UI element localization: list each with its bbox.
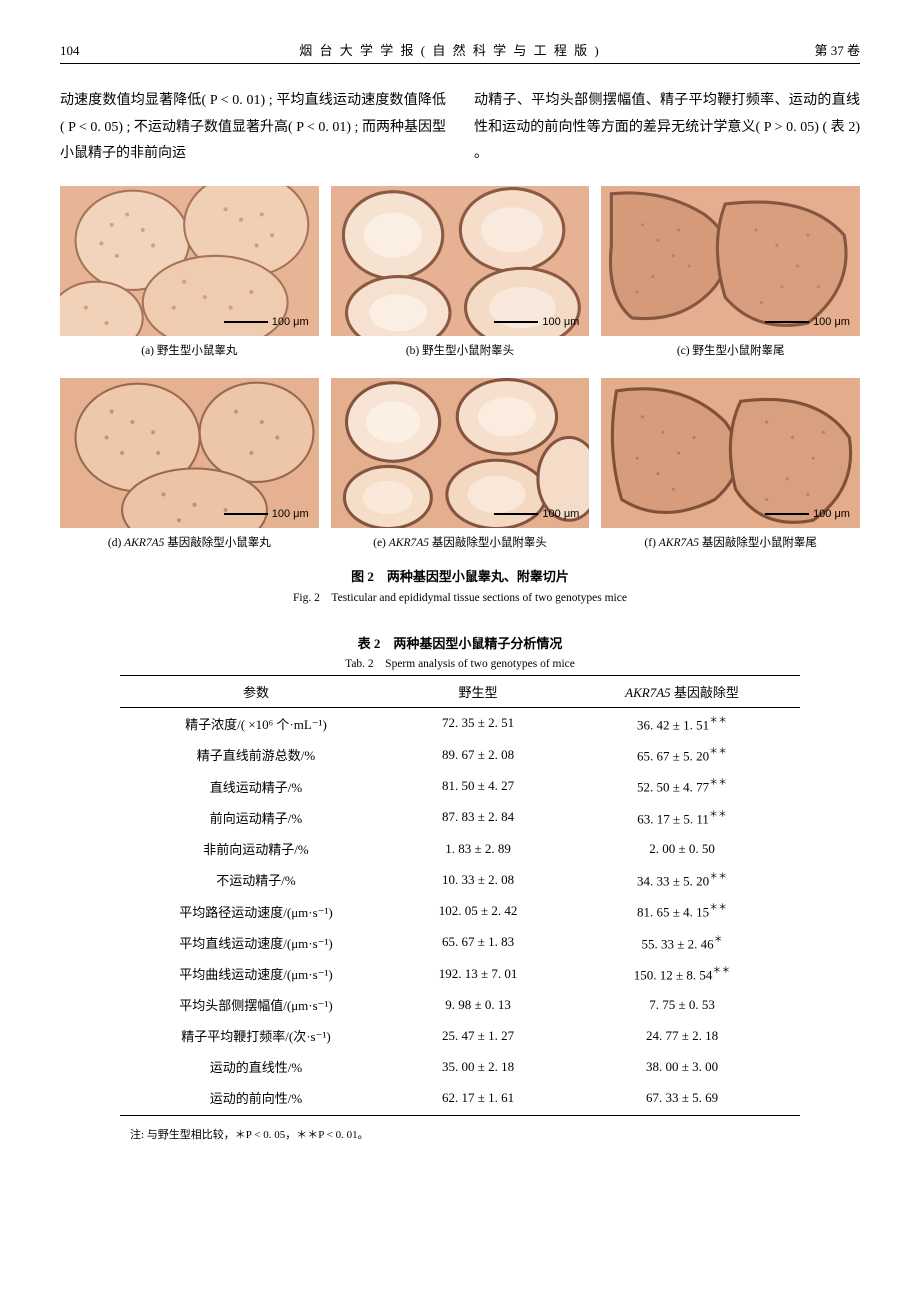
scalebar-b: 100 μm <box>494 316 579 328</box>
cell-ko: 55. 33 ± 2. 46＊ <box>564 927 800 958</box>
cell-param: 精子平均鞭打频率/(次·s⁻¹) <box>120 1020 392 1051</box>
cell-wt: 89. 67 ± 2. 08 <box>392 739 564 770</box>
table-row: 非前向运动精子/%1. 83 ± 2. 892. 00 ± 0. 50 <box>120 833 800 864</box>
cell-wt: 102. 05 ± 2. 42 <box>392 895 564 926</box>
cell-wt: 192. 13 ± 7. 01 <box>392 958 564 989</box>
subcaption-c: (c) 野生型小鼠附睾尾 <box>601 342 860 358</box>
figure-panel-a: 100 μm (a) 野生型小鼠睾丸 <box>60 186 319 366</box>
cell-ko: 38. 00 ± 3. 00 <box>564 1051 800 1082</box>
figure-panel-c: 100 μm (c) 野生型小鼠附睾尾 <box>601 186 860 366</box>
page-number: 104 <box>60 43 120 59</box>
cell-ko: 34. 33 ± 5. 20＊＊ <box>564 864 800 895</box>
figure-panel-d: 100 μm (d) AKR7A5 基因敲除型小鼠睾丸 <box>60 378 319 558</box>
col-wt: 野生型 <box>392 675 564 707</box>
cell-wt: 81. 50 ± 4. 27 <box>392 770 564 801</box>
histology-image-b: 100 μm <box>331 186 590 336</box>
cell-param: 平均曲线运动速度/(μm·s⁻¹) <box>120 958 392 989</box>
table-row: 平均头部侧摆幅值/(μm·s⁻¹)9. 98 ± 0. 137. 75 ± 0.… <box>120 989 800 1020</box>
subcaption-a: (a) 野生型小鼠睾丸 <box>60 342 319 358</box>
histology-image-d: 100 μm <box>60 378 319 528</box>
table-row: 不运动精子/%10. 33 ± 2. 0834. 33 ± 5. 20＊＊ <box>120 864 800 895</box>
histology-image-a: 100 μm <box>60 186 319 336</box>
cell-wt: 1. 83 ± 2. 89 <box>392 833 564 864</box>
figure-panel-e: 100 μm (e) AKR7A5 基因敲除型小鼠附睾头 <box>331 378 590 558</box>
cell-wt: 72. 35 ± 2. 51 <box>392 707 564 739</box>
subcaption-d: (d) AKR7A5 基因敲除型小鼠睾丸 <box>60 534 319 550</box>
table-row: 平均曲线运动速度/(μm·s⁻¹)192. 13 ± 7. 01150. 12 … <box>120 958 800 989</box>
figure-caption-en: Fig. 2 Testicular and epididymal tissue … <box>60 589 860 605</box>
cell-param: 平均路径运动速度/(μm·s⁻¹) <box>120 895 392 926</box>
cell-param: 前向运动精子/% <box>120 802 392 833</box>
cell-ko: 24. 77 ± 2. 18 <box>564 1020 800 1051</box>
scalebar-e: 100 μm <box>494 508 579 520</box>
cell-wt: 25. 47 ± 1. 27 <box>392 1020 564 1051</box>
table-row: 精子平均鞭打频率/(次·s⁻¹)25. 47 ± 1. 2724. 77 ± 2… <box>120 1020 800 1051</box>
table-header-row: 参数 野生型 AKR7A5 基因敲除型 <box>120 675 800 707</box>
scalebar-f: 100 μm <box>765 508 850 520</box>
cell-ko: 63. 17 ± 5. 11＊＊ <box>564 802 800 833</box>
cell-ko: 7. 75 ± 0. 53 <box>564 989 800 1020</box>
cell-ko: 81. 65 ± 4. 15＊＊ <box>564 895 800 926</box>
col-ko: AKR7A5 基因敲除型 <box>564 675 800 707</box>
table-body: 精子浓度/( ×10⁶ 个·mL⁻¹)72. 35 ± 2. 5136. 42 … <box>120 707 800 1116</box>
cell-wt: 65. 67 ± 1. 83 <box>392 927 564 958</box>
cell-wt: 62. 17 ± 1. 61 <box>392 1082 564 1116</box>
cell-param: 运动的前向性/% <box>120 1082 392 1116</box>
histology-image-e: 100 μm <box>331 378 590 528</box>
scalebar-a: 100 μm <box>224 316 309 328</box>
col-param: 参数 <box>120 675 392 707</box>
journal-title: 烟 台 大 学 学 报 ( 自 然 科 学 与 工 程 版 ) <box>120 40 780 59</box>
cell-ko: 65. 67 ± 5. 20＊＊ <box>564 739 800 770</box>
paragraph-left: 动速度数值均显著降低( P < 0. 01) ; 平均直线运动速度数值降低( P… <box>60 88 446 168</box>
cell-wt: 87. 83 ± 2. 84 <box>392 802 564 833</box>
table-row: 精子浓度/( ×10⁶ 个·mL⁻¹)72. 35 ± 2. 5136. 42 … <box>120 707 800 739</box>
cell-wt: 10. 33 ± 2. 08 <box>392 864 564 895</box>
table-row: 平均路径运动速度/(μm·s⁻¹)102. 05 ± 2. 4281. 65 ±… <box>120 895 800 926</box>
body-paragraph: 动速度数值均显著降低( P < 0. 01) ; 平均直线运动速度数值降低( P… <box>60 88 860 168</box>
cell-ko: 36. 42 ± 1. 51＊＊ <box>564 707 800 739</box>
table-footnote: 注: 与野生型相比较，＊P < 0. 05，＊＊P < 0. 01。 <box>130 1126 860 1142</box>
cell-ko: 2. 00 ± 0. 50 <box>564 833 800 864</box>
cell-ko: 67. 33 ± 5. 69 <box>564 1082 800 1116</box>
subcaption-e: (e) AKR7A5 基因敲除型小鼠附睾头 <box>331 534 590 550</box>
scalebar-c: 100 μm <box>765 316 850 328</box>
histology-image-c: 100 μm <box>601 186 860 336</box>
subcaption-f: (f) AKR7A5 基因敲除型小鼠附睾尾 <box>601 534 860 550</box>
cell-ko: 150. 12 ± 8. 54＊＊ <box>564 958 800 989</box>
page-header: 104 烟 台 大 学 学 报 ( 自 然 科 学 与 工 程 版 ) 第 37… <box>60 40 860 64</box>
histology-image-f: 100 μm <box>601 378 860 528</box>
cell-wt: 9. 98 ± 0. 13 <box>392 989 564 1020</box>
scalebar-d: 100 μm <box>224 508 309 520</box>
figure-panel-b: 100 μm (b) 野生型小鼠附睾头 <box>331 186 590 366</box>
cell-ko: 52. 50 ± 4. 77＊＊ <box>564 770 800 801</box>
table-row: 直线运动精子/%81. 50 ± 4. 2752. 50 ± 4. 77＊＊ <box>120 770 800 801</box>
cell-param: 精子浓度/( ×10⁶ 个·mL⁻¹) <box>120 707 392 739</box>
subcaption-b: (b) 野生型小鼠附睾头 <box>331 342 590 358</box>
sperm-analysis-table: 参数 野生型 AKR7A5 基因敲除型 精子浓度/( ×10⁶ 个·mL⁻¹)7… <box>120 675 800 1117</box>
figure-grid: 100 μm (a) 野生型小鼠睾丸 100 μm (b) 野生型小鼠附睾头 <box>60 186 860 558</box>
cell-param: 直线运动精子/% <box>120 770 392 801</box>
table-caption-cn: 表 2 两种基因型小鼠精子分析情况 <box>60 633 860 652</box>
table-row: 运动的前向性/%62. 17 ± 1. 6167. 33 ± 5. 69 <box>120 1082 800 1116</box>
table-row: 平均直线运动速度/(μm·s⁻¹)65. 67 ± 1. 8355. 33 ± … <box>120 927 800 958</box>
table-caption-en: Tab. 2 Sperm analysis of two genotypes o… <box>60 655 860 671</box>
cell-wt: 35. 00 ± 2. 18 <box>392 1051 564 1082</box>
cell-param: 不运动精子/% <box>120 864 392 895</box>
figure-caption-cn: 图 2 两种基因型小鼠睾丸、附睾切片 <box>60 566 860 585</box>
cell-param: 平均直线运动速度/(μm·s⁻¹) <box>120 927 392 958</box>
table-row: 前向运动精子/%87. 83 ± 2. 8463. 17 ± 5. 11＊＊ <box>120 802 800 833</box>
cell-param: 非前向运动精子/% <box>120 833 392 864</box>
table-row: 运动的直线性/%35. 00 ± 2. 1838. 00 ± 3. 00 <box>120 1051 800 1082</box>
cell-param: 运动的直线性/% <box>120 1051 392 1082</box>
table-row: 精子直线前游总数/%89. 67 ± 2. 0865. 67 ± 5. 20＊＊ <box>120 739 800 770</box>
cell-param: 平均头部侧摆幅值/(μm·s⁻¹) <box>120 989 392 1020</box>
cell-param: 精子直线前游总数/% <box>120 739 392 770</box>
paragraph-right: 动精子、平均头部侧摆幅值、精子平均鞭打频率、运动的直线性和运动的前向性等方面的差… <box>474 88 860 168</box>
figure-panel-f: 100 μm (f) AKR7A5 基因敲除型小鼠附睾尾 <box>601 378 860 558</box>
volume-label: 第 37 卷 <box>780 40 860 59</box>
